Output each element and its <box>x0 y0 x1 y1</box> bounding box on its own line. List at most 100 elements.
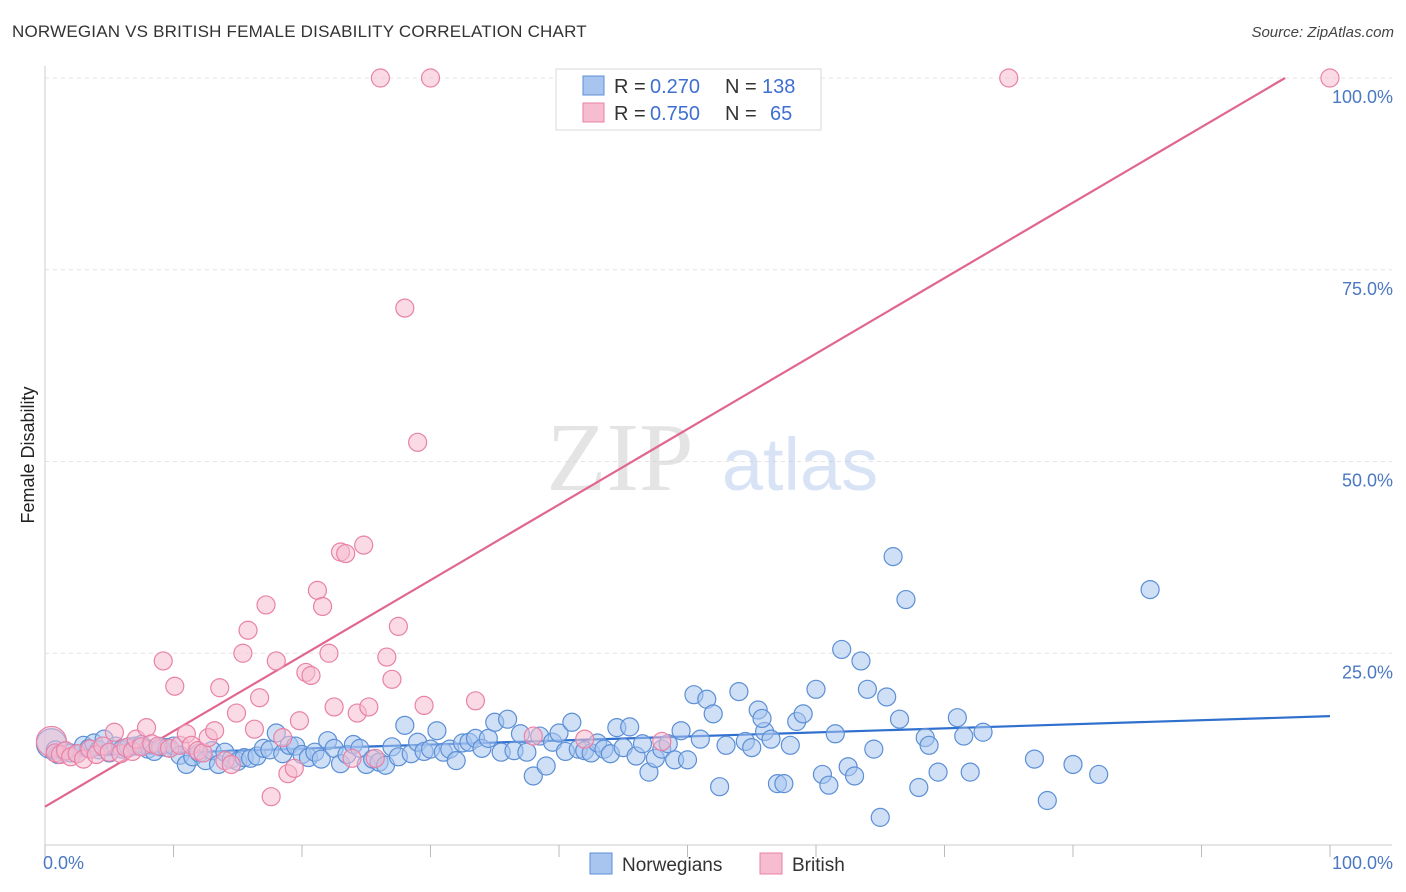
british-point <box>408 432 428 452</box>
y-tick-label-3: 100.0% <box>1332 87 1393 107</box>
norwegian-point <box>909 777 929 798</box>
british-point <box>1320 68 1340 88</box>
british-point <box>256 595 276 615</box>
norwegian-point <box>752 708 772 729</box>
chart-title: NORWEGIAN VS BRITISH FEMALE DISABILITY C… <box>12 22 587 41</box>
watermark: ZIP atlas <box>547 404 879 512</box>
norwegian-point <box>498 709 518 729</box>
norwegian-point <box>857 679 878 699</box>
norwegian-point <box>729 681 749 702</box>
norwegian-point <box>819 775 839 795</box>
british-point <box>342 748 362 768</box>
norwegian-point <box>677 750 698 770</box>
trend-line-british <box>44 77 1286 808</box>
british-point <box>395 298 415 318</box>
norwegian-point <box>446 751 466 771</box>
british-point <box>261 787 281 807</box>
norwegian-point <box>632 734 653 754</box>
british-point <box>165 676 185 696</box>
legend-swatch-norwegians <box>582 75 605 96</box>
norwegian-point <box>517 742 537 762</box>
norwegian-point <box>562 712 582 732</box>
norwegian-point <box>896 589 916 610</box>
norwegian-point <box>427 721 447 741</box>
british-point <box>210 678 230 698</box>
bottom-legend-label-norwegians: Norwegians <box>622 855 722 876</box>
british-point <box>319 643 339 663</box>
norwegian-point <box>761 729 781 749</box>
norwegian-point <box>774 774 794 794</box>
british-point <box>370 68 390 88</box>
norwegian-point <box>1063 754 1083 775</box>
norwegian-point <box>825 724 845 744</box>
legend-r-label-british: R = <box>614 103 646 125</box>
y-tick-label-1: 50.0% <box>1342 471 1393 491</box>
british-point <box>221 754 241 775</box>
norwegian-point <box>671 721 691 741</box>
british-point <box>307 580 328 600</box>
y-tick-label-0: 25.0% <box>1342 662 1393 682</box>
norwegian-point <box>960 762 980 782</box>
legend-n-value-norwegians: 138 <box>762 76 795 98</box>
norwegian-point <box>311 749 331 769</box>
british-point <box>244 719 265 739</box>
british-point <box>465 691 486 711</box>
norwegian-point <box>973 722 993 742</box>
british-point <box>420 68 441 88</box>
series-legend: Norwegians British <box>589 852 845 876</box>
norwegian-point <box>549 723 569 743</box>
norwegian-point <box>832 639 852 660</box>
tick-labels: 25.0% 50.0% 75.0% 100.0% 0.0% 100.0% <box>43 87 1393 873</box>
norwegian-point <box>877 687 897 707</box>
norwegian-point <box>928 762 948 782</box>
british-point <box>999 68 1019 88</box>
stats-legend: R = 0.270 N = 138 R = 0.750 N = 65 <box>555 68 822 131</box>
norwegian-point <box>954 726 974 746</box>
norwegian-point <box>523 766 543 786</box>
legend-n-label-norwegians: N = <box>725 76 757 98</box>
british-point <box>289 711 310 731</box>
british-point <box>312 596 333 617</box>
british-point <box>523 726 543 746</box>
norwegian-point <box>780 735 800 755</box>
norwegian-point <box>478 728 498 748</box>
y-axis-label: Female Disability <box>18 386 38 523</box>
british-point <box>382 669 402 689</box>
data-points <box>35 68 1340 827</box>
norwegian-point <box>536 756 556 776</box>
bottom-legend-swatch-british <box>759 852 783 875</box>
x-tick-label-min: 0.0% <box>43 853 84 873</box>
legend-n-label-british: N = <box>725 103 757 125</box>
norwegian-point <box>690 729 710 749</box>
norwegian-point <box>806 679 826 699</box>
y-tick-label-2: 75.0% <box>1342 279 1393 299</box>
series-norwegian-points <box>35 547 1160 827</box>
british-point <box>301 665 321 686</box>
axes <box>44 66 1392 857</box>
norwegian-point <box>851 651 871 671</box>
chart-source: Source: ZipAtlas.com <box>1251 24 1394 41</box>
bottom-legend-swatch-norwegians <box>589 852 613 875</box>
series-british-points <box>35 68 1340 807</box>
legend-n-value-british: 65 <box>770 103 792 125</box>
norwegian-point <box>742 737 762 758</box>
british-point <box>354 535 374 555</box>
norwegian-point <box>716 735 736 755</box>
legend-r-value-norwegians: 0.270 <box>650 76 700 98</box>
grid-lines <box>45 77 1392 654</box>
norwegian-point <box>710 777 730 797</box>
british-point <box>153 651 173 671</box>
legend-r-label-norwegians: R = <box>614 76 646 98</box>
norwegian-point <box>883 547 903 567</box>
norwegian-point <box>919 735 939 755</box>
norwegian-point <box>889 709 910 729</box>
british-point <box>284 758 304 778</box>
british-point <box>652 731 672 752</box>
british-point <box>324 697 344 717</box>
norwegian-point <box>947 708 967 728</box>
norwegian-point <box>620 717 640 737</box>
british-point <box>273 728 293 748</box>
british-point <box>266 651 286 671</box>
british-point <box>136 718 157 738</box>
